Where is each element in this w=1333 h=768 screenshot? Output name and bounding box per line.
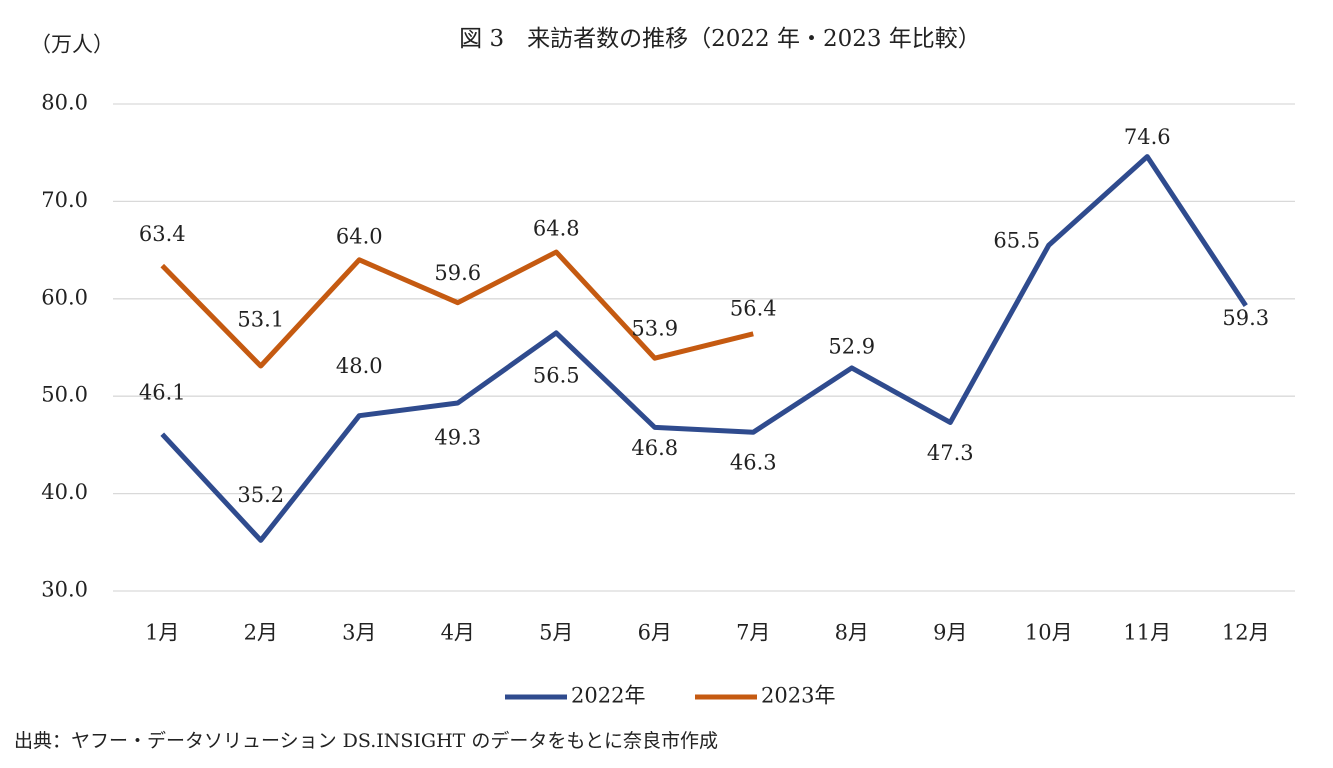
data-label: 46.8 [631,436,678,460]
y-axis-label: （万人） [30,33,114,57]
data-label: 52.9 [828,334,875,358]
x-tick-label: 11月 [1123,621,1171,645]
data-label: 35.2 [237,483,284,507]
x-tick-label: 3月 [342,621,376,645]
source-note: 出典：ヤフー・データソリューション DS.INSIGHT のデータをもとに奈良市… [14,730,718,752]
data-label: 74.6 [1124,125,1171,149]
legend-label: 2022年 [571,684,645,708]
data-label: 65.5 [993,229,1040,253]
data-label: 46.1 [139,381,186,405]
data-label: 64.0 [336,224,383,248]
y-tick-label: 40.0 [41,480,88,504]
y-tick-label: 70.0 [41,188,88,212]
data-label: 53.9 [631,317,678,341]
legend-label: 2023年 [761,684,835,708]
x-tick-label: 4月 [441,621,475,645]
data-label: 56.5 [533,363,580,387]
y-tick-label: 50.0 [41,383,88,407]
x-tick-label: 12月 [1222,621,1270,645]
data-label: 59.6 [434,261,481,285]
x-tick-label: 2月 [244,621,278,645]
x-tick-label: 7月 [736,621,770,645]
series-line [160,154,1248,543]
x-tick-label: 5月 [539,621,573,645]
x-tick-label: 6月 [638,621,672,645]
chart-title: 図 3 来訪者数の推移（2022 年・2023 年比較） [459,26,981,52]
data-label: 48.0 [336,354,383,378]
y-tick-label: 30.0 [41,578,88,602]
data-label: 47.3 [927,441,974,465]
y-tick-label: 60.0 [41,285,88,309]
data-label: 56.4 [730,296,777,320]
series-line [160,249,754,369]
x-tick-label: 9月 [933,621,967,645]
data-label: 53.1 [237,308,284,332]
x-tick-label: 10月 [1025,621,1073,645]
data-label: 63.4 [139,222,186,246]
y-tick-label: 80.0 [41,91,88,115]
data-label: 64.8 [533,217,580,241]
data-label: 49.3 [434,426,481,450]
data-label: 46.3 [730,451,777,475]
x-tick-label: 8月 [835,621,869,645]
data-label: 59.3 [1222,306,1269,330]
x-tick-label: 1月 [145,621,179,645]
